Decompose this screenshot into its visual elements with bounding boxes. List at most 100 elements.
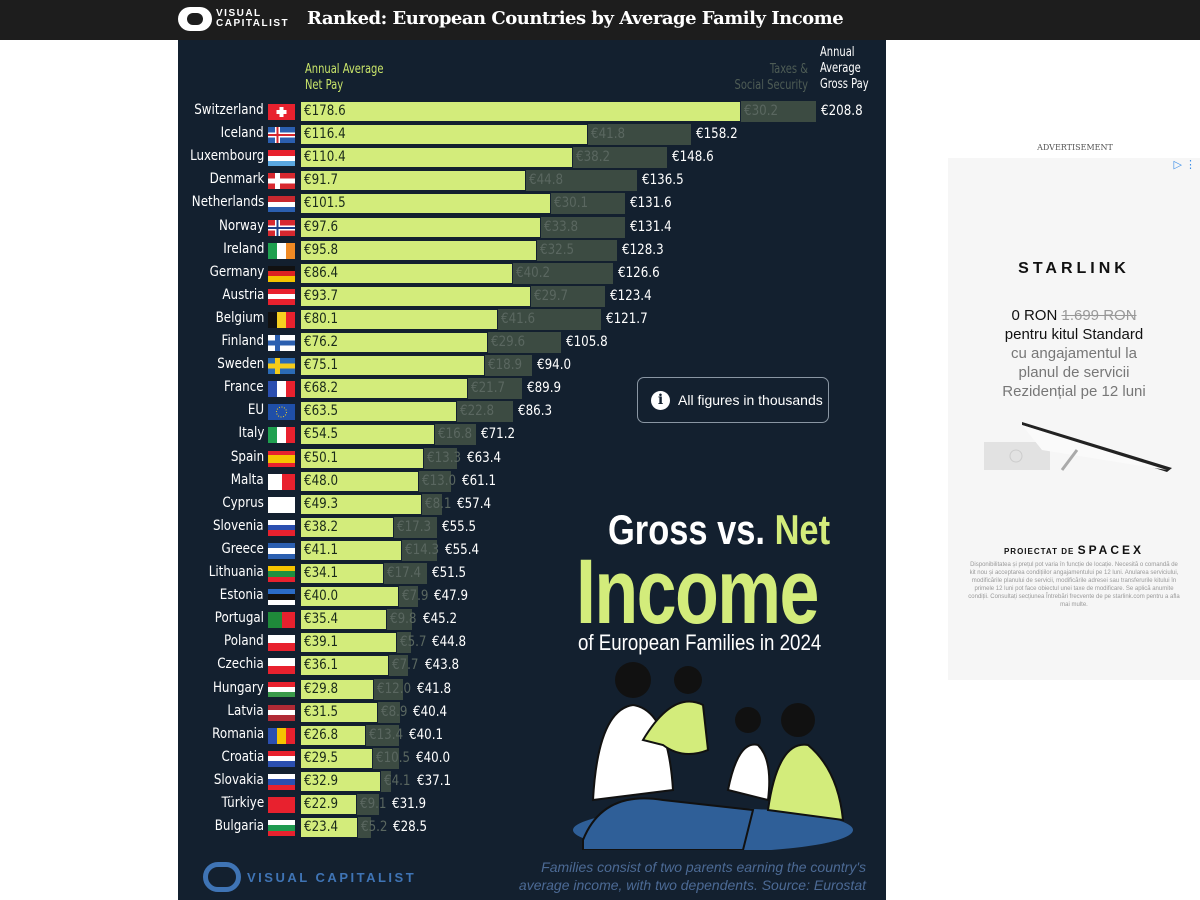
visual-capitalist-logo[interactable]: VISUAL CAPITALIST	[178, 7, 290, 31]
gross-value-label: €131.4	[629, 218, 672, 235]
chart-row: Sweden €75.1 €18.9 €94.0	[178, 355, 886, 377]
bar-net-pay	[300, 355, 486, 377]
flag-icon	[268, 797, 295, 813]
logo-text: VISUAL CAPITALIST	[216, 8, 290, 29]
gross-value-label: €105.8	[566, 334, 608, 350]
bar-taxes	[485, 355, 533, 377]
chart-title-line2: Income	[576, 541, 819, 643]
page-title: Ranked: European Countries by Average Fa…	[307, 8, 844, 29]
chart-row: Poland €39.1 €5.7 €44.8	[178, 632, 886, 654]
net-value-label: €32.9	[304, 772, 339, 789]
chart-title-line1: Gross vs. Net	[608, 506, 830, 554]
country-label: Ireland	[222, 240, 264, 257]
country-label: Netherlands	[191, 194, 264, 211]
bar-taxes	[394, 516, 438, 538]
bar-net-pay	[300, 308, 498, 330]
starlink-dish-image	[984, 422, 1172, 472]
net-value-label: €39.1	[304, 634, 339, 651]
net-value-label: €34.1	[304, 565, 339, 581]
gross-value-label: €40.4	[413, 703, 448, 720]
chart-row: Latvia €31.5 €8.9 €40.4	[178, 701, 886, 723]
tax-value-label: €5.7	[399, 634, 427, 651]
bar-taxes	[526, 170, 638, 192]
ad-line: cu angajamentul la	[1011, 345, 1137, 362]
country-label: Hungary	[213, 679, 264, 696]
units-note: i All figures in thousands	[637, 377, 829, 423]
bar-net-pay	[300, 563, 385, 584]
bar-taxes	[421, 493, 442, 515]
bar-taxes	[741, 101, 816, 122]
flag-icon	[268, 196, 295, 213]
adchoices-icon[interactable]: ▷ ⋮	[1173, 159, 1196, 171]
tax-value-label: €16.8	[437, 426, 472, 443]
flag-icon	[268, 381, 295, 398]
tax-value-label: €9.1	[359, 796, 387, 812]
chart-row: Iceland €116.4 €41.8 €158.2	[178, 124, 886, 146]
gross-value-label: €158.2	[695, 126, 738, 143]
bar-net-pay	[300, 447, 424, 469]
chart-row: EU €63.5 €22.8 €86.3	[178, 401, 886, 423]
bar-taxes	[572, 147, 668, 169]
gross-value-label: €121.7	[605, 310, 648, 327]
country-label: France	[224, 379, 264, 396]
source-footnote: Families consist of two parents earning …	[519, 858, 866, 894]
flag-icon	[268, 427, 295, 444]
bar-net-pay	[300, 747, 373, 769]
gross-value-label: €31.9	[392, 796, 427, 812]
chart-row: Finland €76.2 €29.6 €105.8	[178, 332, 886, 353]
chart-row: Denmark €91.7 €44.8 €136.5	[178, 170, 886, 192]
bar-net-pay	[300, 262, 514, 284]
bar-taxes	[587, 124, 691, 146]
bar-taxes	[531, 285, 605, 307]
gross-value-label: €47.9	[434, 588, 469, 605]
bar-taxes	[418, 470, 451, 492]
gross-value-label: €28.5	[393, 819, 428, 836]
net-value-label: €38.2	[304, 518, 339, 535]
gross-value-label: €57.4	[457, 495, 492, 512]
gross-value-label: €128.3	[621, 241, 664, 258]
gross-value-label: €94.0	[537, 357, 572, 374]
gross-value-label: €43.8	[424, 657, 459, 674]
chart-row: Cyprus €49.3 €8.1 €57.4	[178, 493, 886, 515]
flag-icon	[268, 358, 295, 375]
bar-taxes	[398, 586, 419, 608]
gross-value-label: €148.6	[672, 149, 714, 166]
bar-taxes	[536, 239, 617, 261]
chart-row: Croatia €29.5 €10.5 €40.0	[178, 747, 886, 769]
header-gross-pay: Annual Average Gross Pay	[820, 45, 869, 93]
gross-value-label: €51.5	[432, 565, 467, 581]
gross-value-label: €44.8	[432, 634, 467, 651]
info-icon: i	[651, 390, 670, 410]
tax-value-label: €7.9	[401, 588, 429, 605]
flag-icon	[268, 450, 295, 467]
country-label: Finland	[221, 333, 264, 349]
logo-icon	[178, 7, 212, 31]
tax-value-label: €40.2	[516, 264, 551, 281]
bar-taxes	[456, 401, 514, 423]
gross-value-label: €37.1	[416, 772, 451, 789]
net-value-label: €41.1	[304, 541, 339, 558]
flag-icon	[268, 104, 295, 120]
ad-line: pentru kitul Standard	[1004, 326, 1144, 343]
net-value-label: €31.5	[304, 703, 339, 720]
bar-taxes	[468, 378, 523, 400]
country-label: Greece	[221, 540, 264, 557]
tax-value-label: €33.8	[544, 218, 579, 235]
country-label: Germany	[209, 263, 264, 280]
country-label: Denmark	[209, 171, 264, 188]
flag-icon	[268, 542, 295, 559]
flag-icon	[268, 519, 295, 536]
tax-value-label: €30.2	[744, 103, 779, 119]
bar-taxes	[423, 447, 457, 469]
tax-value-label: €13.4	[369, 726, 404, 743]
bar-net-pay	[300, 794, 357, 815]
flag-icon	[268, 173, 295, 190]
tax-value-label: €41.6	[500, 310, 535, 327]
chart-row: Belgium €80.1 €41.6 €121.7	[178, 308, 886, 330]
bar-net-pay	[300, 401, 457, 423]
starlink-ad[interactable]: ▷ ⋮ STARLINK 0 RON 1.699 RON pentru kitu…	[948, 158, 1200, 680]
chart-row: Austria €93.7 €29.7 €123.4	[178, 285, 886, 307]
ad-price: 0 RON	[1011, 307, 1058, 324]
footnote-line: Families consist of two parents earning …	[541, 859, 866, 875]
country-label: Romania	[211, 725, 264, 742]
